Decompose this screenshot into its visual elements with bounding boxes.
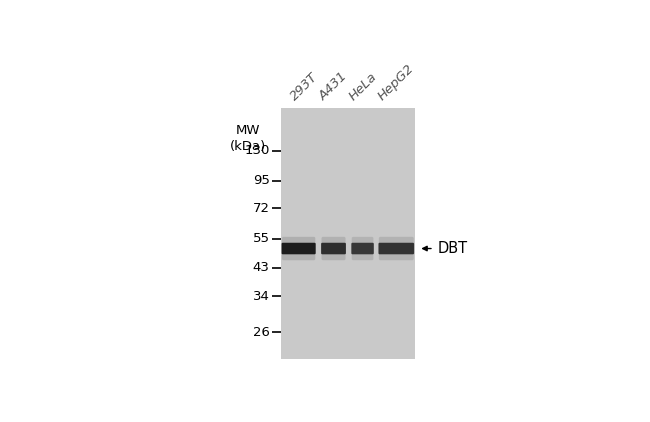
- Text: MW
(kDa): MW (kDa): [229, 124, 266, 153]
- Bar: [281, 108, 415, 359]
- Text: 130: 130: [244, 144, 270, 157]
- FancyBboxPatch shape: [282, 237, 315, 260]
- Text: HepG2: HepG2: [375, 62, 416, 103]
- FancyBboxPatch shape: [379, 237, 414, 260]
- FancyBboxPatch shape: [352, 243, 374, 254]
- FancyBboxPatch shape: [378, 243, 414, 254]
- Text: 55: 55: [253, 232, 270, 245]
- Text: 26: 26: [253, 326, 270, 339]
- Text: DBT: DBT: [437, 241, 468, 256]
- Text: 43: 43: [253, 261, 270, 274]
- FancyBboxPatch shape: [321, 243, 346, 254]
- Text: 95: 95: [253, 174, 270, 187]
- Text: 293T: 293T: [289, 70, 321, 103]
- Text: 34: 34: [253, 290, 270, 303]
- Text: 72: 72: [253, 202, 270, 215]
- Text: HeLa: HeLa: [346, 70, 380, 103]
- FancyBboxPatch shape: [281, 243, 316, 254]
- FancyBboxPatch shape: [352, 237, 373, 260]
- FancyBboxPatch shape: [322, 237, 346, 260]
- Text: A431: A431: [317, 70, 350, 103]
